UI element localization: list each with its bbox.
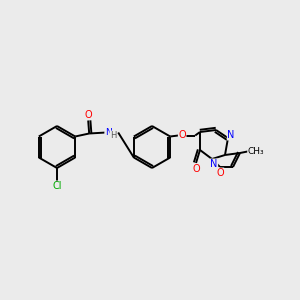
Text: N: N	[105, 128, 112, 137]
Text: O: O	[216, 168, 224, 178]
Text: Cl: Cl	[52, 181, 62, 191]
Text: O: O	[84, 110, 92, 119]
Text: O: O	[192, 164, 200, 174]
Text: H: H	[110, 131, 116, 140]
Text: CH₃: CH₃	[248, 146, 264, 155]
Text: O: O	[178, 130, 186, 140]
Text: N: N	[227, 130, 235, 140]
Text: N: N	[210, 159, 218, 169]
